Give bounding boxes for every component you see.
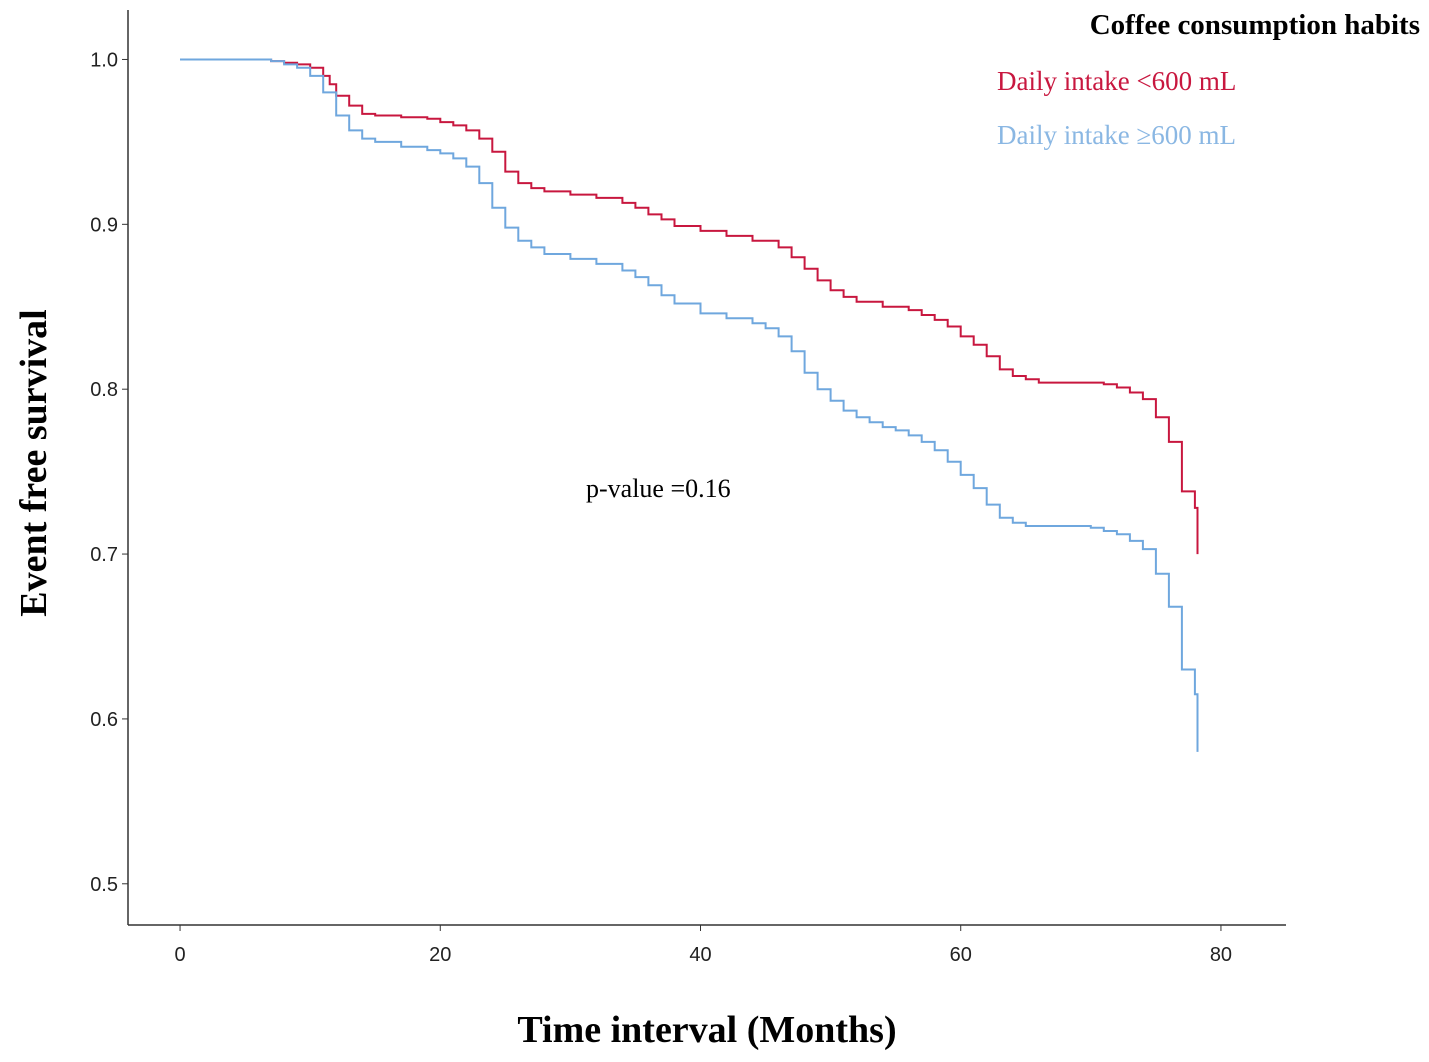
- legend-entry-low-intake: Daily intake <600 mL: [997, 66, 1236, 96]
- legend-entry-high-intake: Daily intake ≥600 mL: [997, 120, 1236, 150]
- legend: Coffee consumption habits Daily intake <…: [997, 9, 1420, 150]
- y-tick-label: 1.0: [90, 49, 118, 71]
- x-tick-label: 60: [950, 944, 972, 966]
- axes: [127, 10, 1286, 926]
- y-axis-title: Event free survival: [13, 309, 55, 616]
- x-tick-label: 80: [1210, 944, 1232, 966]
- y-tick-label: 0.5: [90, 874, 118, 896]
- legend-title: Coffee consumption habits: [1090, 9, 1420, 41]
- x-ticks: 0 20 40 60 80: [174, 925, 1232, 966]
- y-tick-label: 0.8: [90, 379, 118, 401]
- y-ticks: 0.5 0.6 0.7 0.8 0.9 1.0: [90, 49, 128, 896]
- x-tick-label: 20: [429, 944, 451, 966]
- series-line-low-intake: [180, 58, 1199, 555]
- y-tick-label: 0.6: [90, 709, 118, 731]
- series-line-high-intake: [180, 58, 1199, 752]
- x-tick-label: 40: [689, 944, 711, 966]
- x-axis-title: Time interval (Months): [517, 1009, 896, 1051]
- x-tick-label: 0: [174, 944, 185, 966]
- p-value-annotation: p-value =0.16: [586, 474, 731, 503]
- y-tick-label: 0.9: [90, 214, 118, 236]
- series-layer: [180, 58, 1199, 752]
- y-tick-label: 0.7: [90, 544, 118, 566]
